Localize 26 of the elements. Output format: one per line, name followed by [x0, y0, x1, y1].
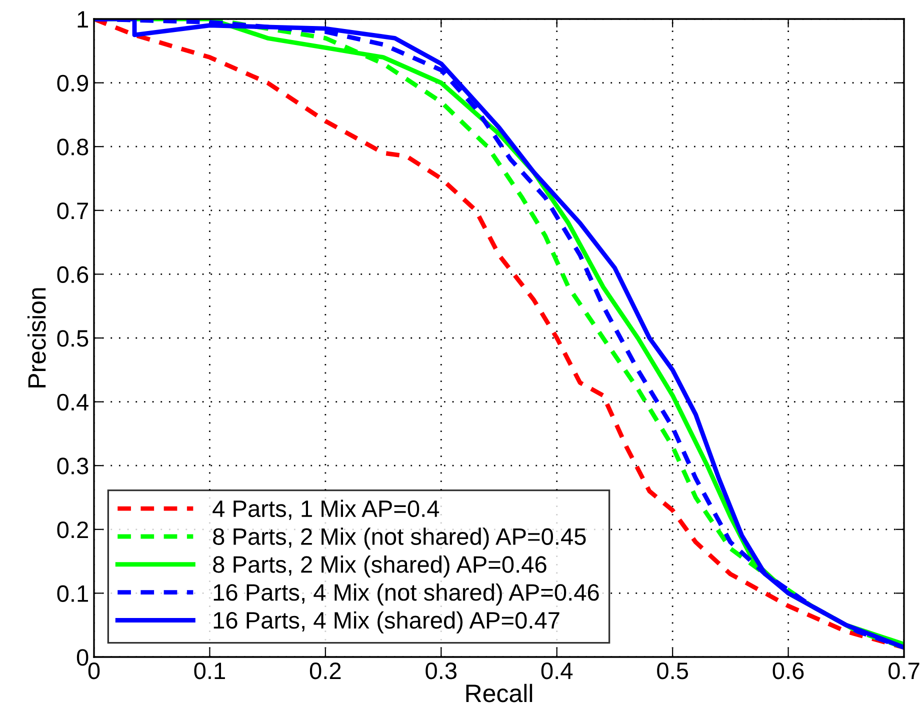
y-axis-title: Precision: [27, 288, 46, 388]
x-tick-label: 0.5: [657, 662, 688, 680]
y-tick-label: 0.5: [57, 330, 88, 347]
legend-label: 16 Parts, 4 Mix (not shared) AP=0.46: [214, 583, 599, 606]
legend-label: 8 Parts, 2 Mix (shared) AP=0.46: [213, 556, 546, 578]
y-tick-label: 0.2: [57, 521, 88, 538]
y-tick-label: 0.4: [57, 394, 88, 411]
legend-label: 8 Parts, 2 Mix (not shared) AP=0.45: [213, 528, 586, 550]
y-tick-label: 0.9: [57, 74, 88, 92]
y-tick-label: 0.3: [57, 458, 88, 474]
x-tick-label: 0.6: [772, 662, 804, 680]
y-tick-label: 0.8: [57, 138, 88, 156]
legend-label: 4 Parts, 1 Mix AP=0.4: [212, 500, 440, 520]
x-tick-label: 0: [88, 662, 100, 680]
x-tick-label: 0.7: [888, 662, 920, 680]
x-axis-title: Recall: [466, 684, 532, 702]
legend-label: 16 Parts, 4 Mix (shared) AP=0.47: [214, 611, 560, 634]
y-tick-label: 0.7: [57, 202, 88, 220]
y-tick-label: 0.1: [57, 585, 88, 602]
y-tick-label: 0.6: [57, 266, 88, 283]
y-tick-label: 0: [76, 649, 88, 666]
x-tick-label: 0.2: [310, 662, 341, 680]
y-tick-label: 1: [78, 11, 88, 28]
x-tick-label: 0.4: [541, 662, 573, 680]
x-tick-label: 0.3: [426, 662, 457, 680]
x-tick-label: 0.1: [194, 662, 225, 680]
